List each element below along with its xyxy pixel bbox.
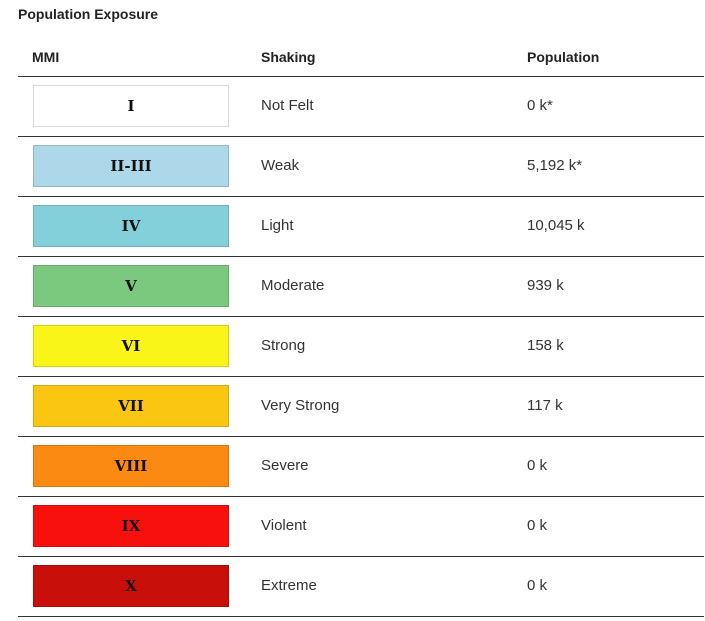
- table-row: X Extreme 0 k: [18, 557, 704, 617]
- table-header: MMI Shaking Population: [18, 40, 704, 77]
- shaking-cell: Moderate: [261, 277, 325, 294]
- mmi-swatch: V: [33, 265, 229, 307]
- population-cell: 5,192 k*: [527, 157, 583, 174]
- shaking-cell: Violent: [261, 517, 307, 534]
- section-title: Population Exposure: [18, 6, 159, 22]
- column-header-shaking: Shaking: [261, 49, 316, 65]
- population-cell: 158 k: [527, 337, 564, 354]
- population-cell: 0 k: [527, 577, 548, 594]
- population-cell: 939 k: [527, 277, 564, 294]
- mmi-swatch: IX: [33, 505, 229, 547]
- table-row: IX Violent 0 k: [18, 497, 704, 557]
- table-row: I Not Felt 0 k*: [18, 77, 704, 137]
- shaking-cell: Not Felt: [261, 97, 314, 114]
- mmi-swatch: X: [33, 565, 229, 607]
- table-row: VIII Severe 0 k: [18, 437, 704, 497]
- mmi-swatch: VII: [33, 385, 229, 427]
- mmi-swatch: I: [33, 85, 229, 127]
- population-cell: 117 k: [527, 397, 563, 414]
- population-cell: 0 k: [527, 457, 548, 474]
- table-row: V Moderate 939 k: [18, 257, 704, 317]
- table-row: II-III Weak 5,192 k*: [18, 137, 704, 197]
- shaking-cell: Severe: [261, 457, 309, 474]
- mmi-swatch: VIII: [33, 445, 229, 487]
- population-exposure-table: MMI Shaking Population I Not Felt 0 k* I…: [18, 40, 704, 617]
- table-row: VII Very Strong 117 k: [18, 377, 704, 437]
- column-header-population: Population: [527, 49, 600, 65]
- table-row: VI Strong 158 k: [18, 317, 704, 377]
- population-cell: 10,045 k: [527, 217, 585, 234]
- shaking-cell: Light: [261, 217, 294, 234]
- column-header-mmi: MMI: [32, 49, 60, 65]
- shaking-cell: Extreme: [261, 577, 317, 594]
- mmi-swatch: II-III: [33, 145, 229, 187]
- mmi-swatch: VI: [33, 325, 229, 367]
- population-cell: 0 k: [527, 517, 548, 534]
- table-row: IV Light 10,045 k: [18, 197, 704, 257]
- shaking-cell: Very Strong: [261, 397, 340, 414]
- shaking-cell: Strong: [261, 337, 306, 354]
- shaking-cell: Weak: [261, 157, 300, 174]
- mmi-swatch: IV: [33, 205, 229, 247]
- population-cell: 0 k*: [527, 97, 553, 114]
